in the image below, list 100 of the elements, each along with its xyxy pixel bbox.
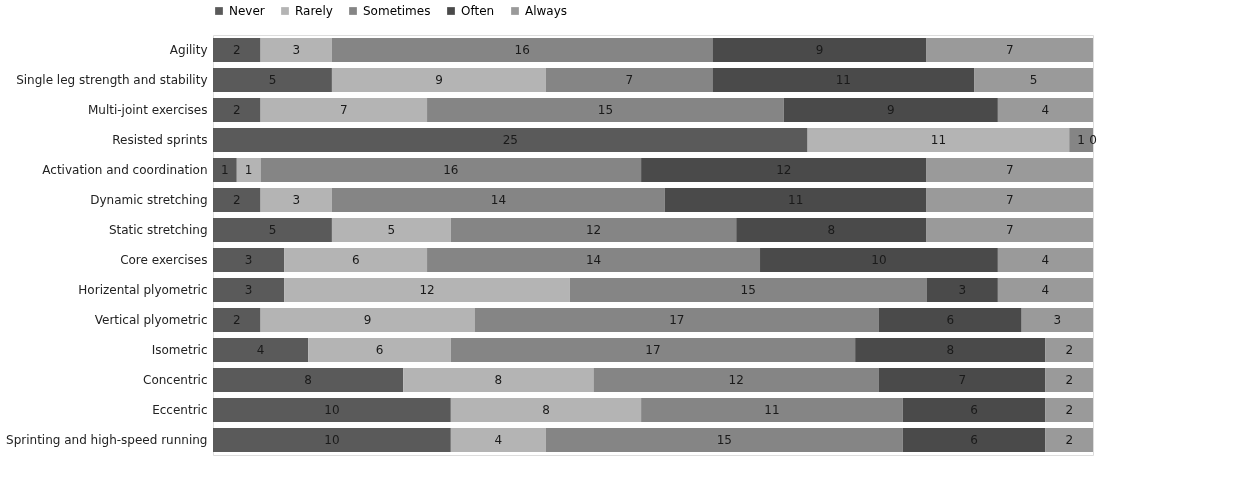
data-label: 7: [1005, 43, 1014, 57]
bar: [213, 248, 285, 272]
bar: [760, 248, 998, 272]
data-label: 4: [1041, 103, 1050, 117]
data-label: 7: [1005, 163, 1014, 177]
legend-label: Rarely: [295, 4, 333, 18]
bar: [213, 98, 261, 122]
bar: [997, 248, 1093, 272]
bar: [974, 68, 1093, 92]
bar: [331, 188, 665, 212]
data-label: 3: [244, 253, 253, 267]
bar: [736, 218, 927, 242]
bar: [284, 248, 428, 272]
data-label: 7: [339, 103, 348, 117]
bar: [712, 68, 975, 92]
data-label: 12: [585, 223, 602, 237]
y-tick-label: Static stretching: [108, 223, 208, 237]
y-tick-label: Resisted sprints: [112, 133, 208, 147]
legend-label: Often: [461, 4, 495, 18]
bar: [902, 398, 1046, 422]
bar: [474, 308, 879, 332]
data-label: 1: [244, 163, 253, 177]
bar: [213, 308, 261, 332]
bar: [213, 218, 332, 242]
data-label: 10: [324, 403, 340, 417]
data-label: 5: [268, 73, 277, 87]
data-label: 2: [232, 43, 241, 57]
bar: [878, 308, 1022, 332]
bar: [260, 98, 428, 122]
bar: [260, 38, 332, 62]
bar: [450, 338, 856, 362]
legend-label: Never: [229, 4, 265, 18]
bar: [641, 158, 927, 182]
data-label: 3: [292, 193, 301, 207]
bar: [926, 188, 1093, 212]
bar: [284, 278, 570, 302]
data-label: 0: [1089, 133, 1097, 147]
bar: [807, 128, 1070, 152]
y-tick-label: Eccentric: [152, 403, 208, 417]
bar: [213, 128, 808, 152]
y-tick-label: Multi-joint exercises: [87, 103, 208, 117]
data-label: 14: [585, 253, 602, 267]
bar: [926, 158, 1093, 182]
data-label: 2: [1065, 433, 1074, 447]
data-label: 3: [244, 283, 253, 297]
bar: [331, 68, 546, 92]
bar: [213, 398, 451, 422]
data-label: 6: [375, 343, 384, 357]
data-label: 7: [1005, 193, 1014, 207]
data-label: 16: [443, 163, 459, 177]
bar: [213, 368, 404, 392]
data-label: 4: [494, 433, 503, 447]
bar: [403, 368, 594, 392]
y-tick-label: Activation and coordination: [42, 163, 208, 177]
data-label: 15: [740, 283, 756, 297]
data-label: 12: [419, 283, 435, 297]
bar: [569, 278, 927, 302]
data-label: 8: [304, 373, 312, 387]
y-tick-label: Horizental plyometric: [78, 283, 208, 297]
y-tick-label: Core exercises: [120, 253, 208, 267]
data-label: 5: [1029, 73, 1038, 87]
data-label: 5: [387, 223, 396, 237]
data-label: 4: [256, 343, 265, 357]
data-label: 9: [363, 313, 372, 327]
data-label: 2: [1065, 343, 1074, 357]
bar: [593, 368, 879, 392]
bar: [213, 188, 261, 212]
data-label: 4: [1041, 253, 1050, 267]
data-label: 1: [1077, 133, 1085, 147]
bar: [1021, 308, 1093, 332]
data-label: 17: [669, 313, 685, 327]
bar: [926, 218, 1093, 242]
bar: [997, 98, 1093, 122]
bar: [331, 218, 451, 242]
bar: [997, 278, 1093, 302]
data-label: 14: [490, 193, 507, 207]
bar: [260, 308, 475, 332]
data-label: 6: [351, 253, 360, 267]
bar: [450, 218, 737, 242]
data-label: 2: [232, 313, 241, 327]
data-label: 25: [502, 133, 518, 147]
data-label: 3: [292, 43, 301, 57]
bar: [878, 368, 1046, 392]
bar: [213, 68, 332, 92]
data-label: 7: [625, 73, 634, 87]
legend-label: Sometimes: [363, 4, 431, 18]
data-label: 12: [728, 373, 744, 387]
data-label: 1: [221, 163, 229, 177]
data-label: 8: [494, 373, 503, 387]
data-label: 8: [542, 403, 550, 417]
y-tick-label: Isometric: [151, 343, 208, 357]
data-label: 7: [1005, 223, 1014, 237]
bar: [545, 428, 903, 452]
data-label: 3: [1053, 313, 1062, 327]
data-label: 4: [1041, 283, 1050, 297]
data-label: 15: [597, 103, 614, 117]
data-label: 10: [324, 433, 340, 447]
bar: [213, 338, 309, 362]
bar: [213, 278, 285, 302]
data-label: 11: [930, 133, 947, 147]
